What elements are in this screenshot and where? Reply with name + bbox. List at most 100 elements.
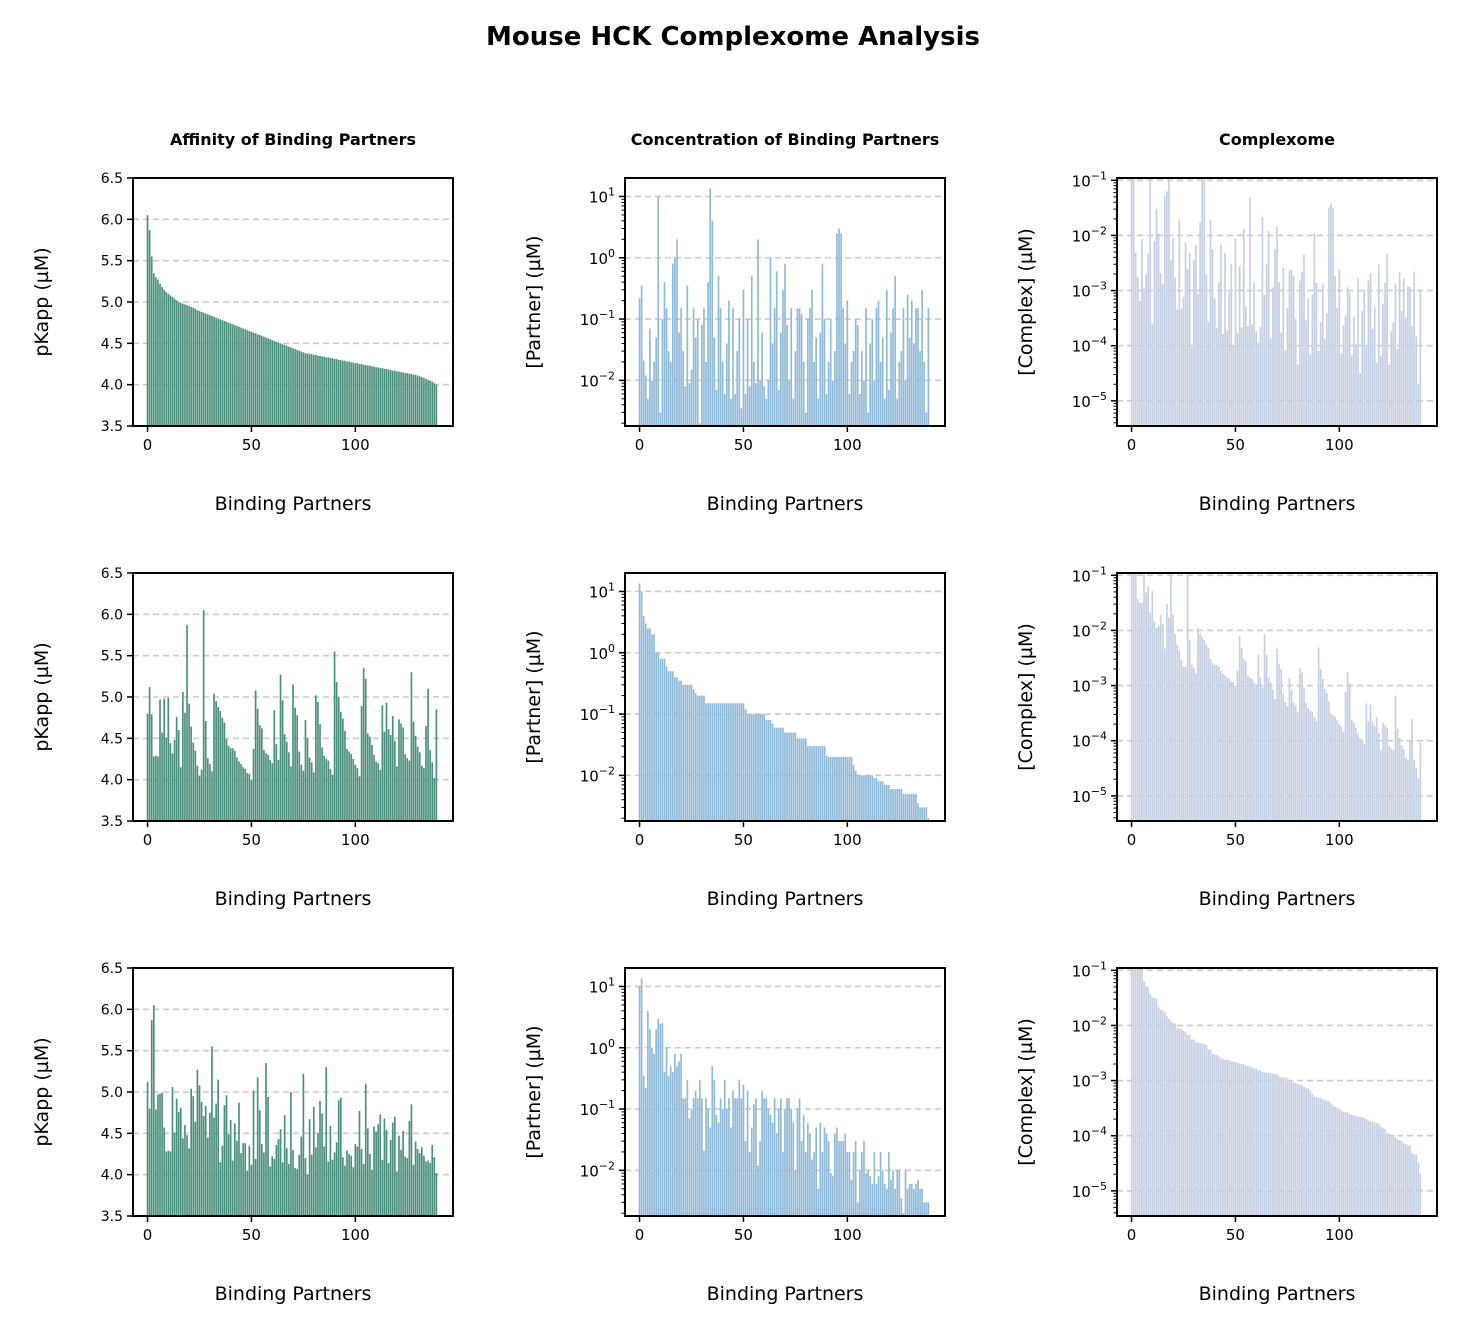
x-tick-label: 0 (143, 831, 153, 849)
bar (321, 356, 323, 426)
bar (177, 730, 180, 821)
bar (211, 771, 213, 821)
bar (763, 1098, 766, 1216)
bar (1413, 1154, 1415, 1216)
bar (848, 1151, 851, 1216)
y-tick-label: 10−5 (1072, 390, 1107, 411)
bar (765, 719, 768, 821)
bar (698, 695, 701, 821)
bar (404, 1156, 407, 1216)
bar (898, 788, 901, 821)
bar (233, 750, 236, 821)
bar (337, 359, 340, 426)
bar (1384, 282, 1386, 426)
bar (1375, 1123, 1378, 1216)
bar (1276, 226, 1278, 426)
bar (150, 714, 153, 821)
bar (329, 768, 332, 821)
bar (838, 228, 840, 426)
bar (1259, 326, 1262, 426)
bar (671, 671, 674, 821)
bar (1145, 986, 1147, 1216)
bar (667, 351, 670, 426)
bar (238, 761, 240, 821)
bar (383, 731, 386, 821)
bar (229, 1120, 232, 1216)
bar (705, 703, 707, 821)
bar (148, 687, 151, 821)
bar (927, 308, 930, 426)
bar (671, 1072, 674, 1216)
bar (1332, 207, 1334, 426)
bar (1344, 691, 1347, 821)
bar (1226, 1059, 1228, 1216)
bar (1307, 1088, 1309, 1216)
bar (1267, 1072, 1270, 1216)
bar (254, 690, 257, 821)
bar (298, 350, 301, 426)
y-tick-label: 10−4 (1072, 730, 1107, 751)
bar (703, 308, 705, 426)
bar (306, 738, 309, 821)
bar (794, 732, 797, 821)
bar (348, 361, 350, 426)
y-tick-label: 6.5 (101, 566, 123, 582)
bar (1317, 350, 1320, 426)
bar (925, 412, 928, 426)
y-tick-label: 4.5 (101, 731, 123, 747)
bar (732, 703, 734, 821)
bar (1326, 693, 1328, 821)
bar (433, 383, 436, 426)
bar (647, 398, 649, 426)
bar (1220, 244, 1222, 426)
y-tick-label: 10−4 (1072, 335, 1107, 356)
bar (184, 304, 186, 426)
bar (1361, 1117, 1364, 1216)
bar (1240, 648, 1243, 821)
bar (1390, 748, 1393, 821)
bar (642, 1075, 645, 1216)
bar (379, 368, 382, 426)
bar (223, 1105, 226, 1216)
bar (1365, 1119, 1368, 1216)
bar (242, 328, 244, 426)
bar (231, 748, 234, 821)
bar (838, 756, 840, 821)
bar (317, 1133, 319, 1216)
bar (387, 729, 390, 821)
bar (885, 784, 888, 821)
bar (761, 332, 763, 426)
bar (869, 343, 872, 426)
bar (377, 1124, 380, 1216)
bar (1359, 1116, 1361, 1216)
bar (927, 818, 930, 821)
bar (1161, 1010, 1164, 1216)
bar (277, 759, 280, 821)
bar (1355, 343, 1357, 426)
y-tick-label: 10−3 (1072, 1070, 1107, 1091)
bar (1259, 1070, 1262, 1216)
bar (1265, 1072, 1268, 1216)
bar (1222, 333, 1224, 426)
bar (1400, 745, 1403, 821)
bar (798, 738, 801, 821)
bar (329, 1125, 332, 1216)
bar (867, 1170, 869, 1216)
bar (1294, 1082, 1297, 1216)
bar (373, 1126, 375, 1216)
bar (701, 695, 703, 821)
bar (1190, 347, 1193, 426)
bar (1174, 277, 1177, 426)
bar (261, 1144, 263, 1216)
bar (371, 1169, 373, 1216)
bar (861, 351, 863, 426)
bar (190, 1088, 193, 1216)
bar (698, 1079, 701, 1216)
bar (786, 732, 788, 821)
bar (1328, 701, 1330, 821)
bar (846, 1151, 849, 1216)
bar (281, 700, 284, 821)
bar (381, 705, 384, 821)
bar (1338, 1108, 1341, 1216)
x-tick-label: 0 (635, 831, 645, 849)
